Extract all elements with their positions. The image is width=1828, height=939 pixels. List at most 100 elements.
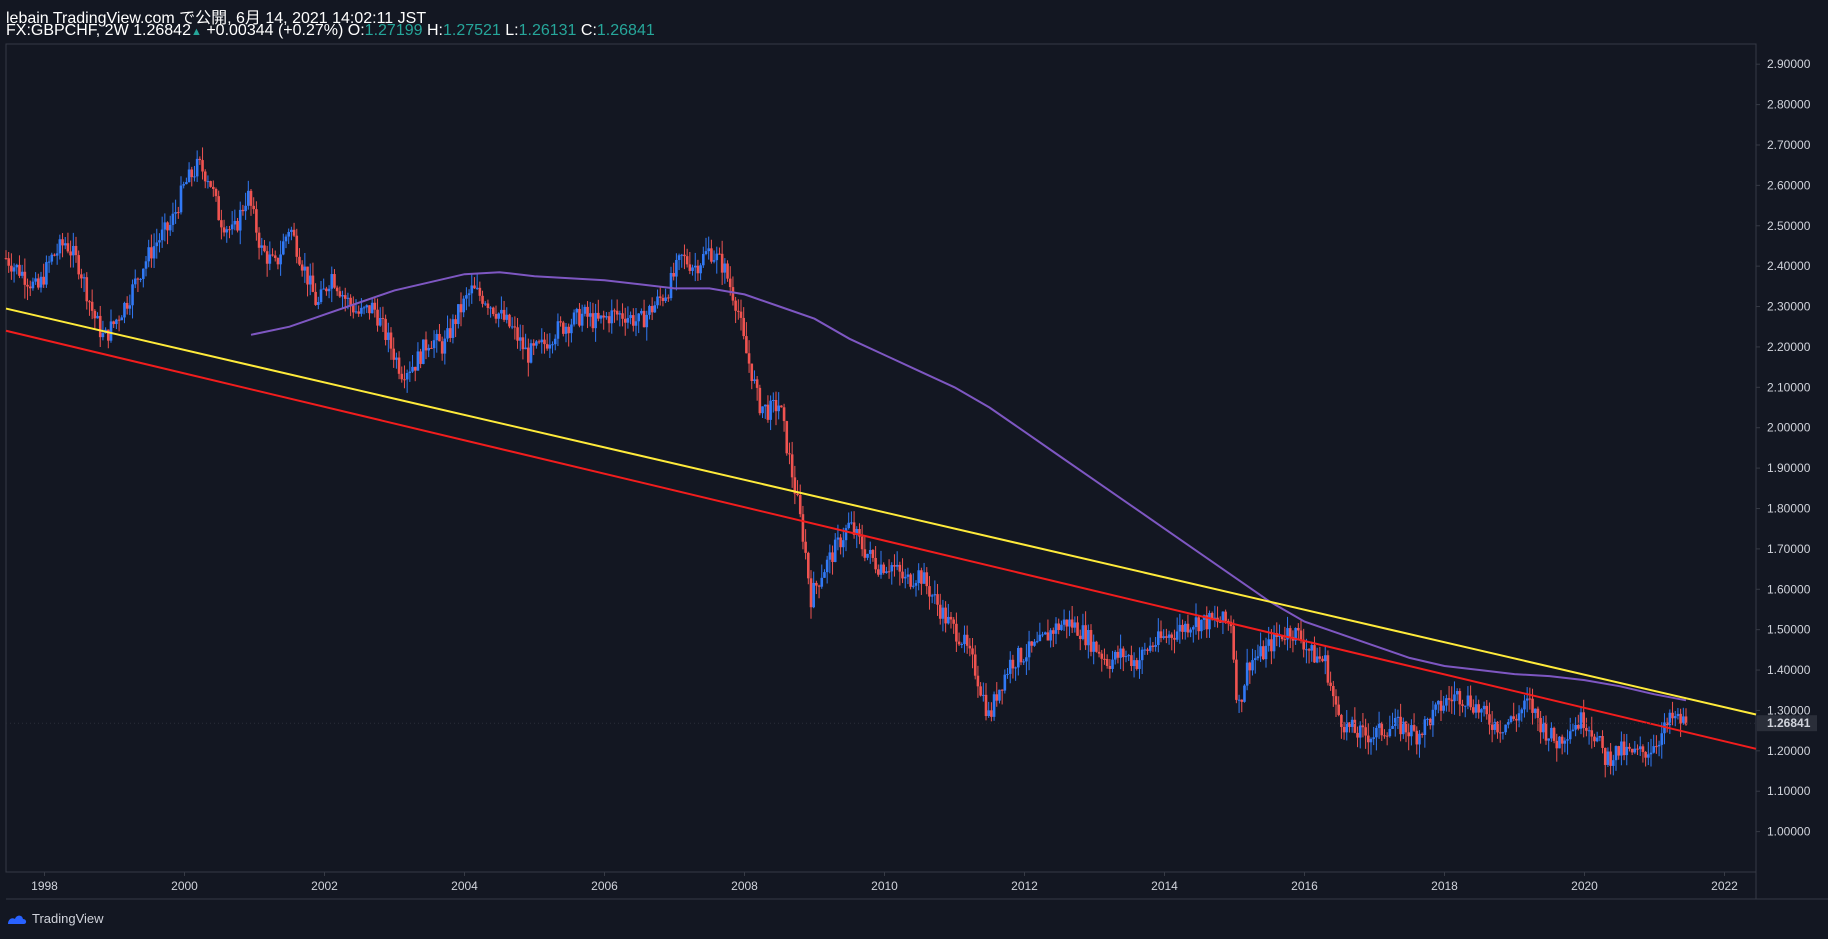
candle-body: [559, 321, 562, 323]
candle-body: [895, 564, 899, 567]
candle-body: [774, 399, 778, 412]
candle-body: [1649, 752, 1653, 755]
candle-body: [489, 307, 492, 309]
price-tick-label: 1.30000: [1767, 703, 1811, 717]
candle-body: [933, 594, 937, 596]
candle-body: [77, 255, 80, 275]
candle-body: [370, 302, 374, 314]
candle-body: [373, 302, 377, 310]
candle-body: [1612, 760, 1615, 766]
candle-body: [1533, 708, 1537, 713]
candle-body: [1668, 712, 1672, 726]
candle-body: [1326, 655, 1330, 683]
candle-body: [90, 301, 94, 311]
candle-body: [1205, 615, 1209, 630]
candle-body: [866, 553, 869, 558]
candle-body: [1017, 648, 1020, 668]
candle-body: [1342, 726, 1346, 733]
candle-body: [731, 287, 735, 301]
candle-body: [812, 582, 815, 608]
candle-body: [1022, 661, 1025, 663]
candle-body: [1033, 641, 1036, 646]
candle-body: [648, 306, 651, 315]
candle-body: [260, 245, 264, 248]
candle-body: [580, 313, 584, 326]
price-tick-label: 1.90000: [1767, 461, 1811, 475]
candle-body: [252, 205, 255, 210]
candle-body: [1146, 649, 1149, 651]
candle-body: [45, 262, 48, 285]
candle-body: [1358, 725, 1362, 738]
candle-body: [389, 332, 393, 349]
candle-body: [1157, 631, 1160, 646]
candle-body: [1601, 735, 1604, 748]
time-axis[interactable]: 1998 2000 2002 2004 2006 2008 2010 2012 2014 2016…: [31, 872, 1738, 893]
price-tick-label: 2.90000: [1767, 57, 1811, 71]
candle-body: [1442, 705, 1445, 711]
candle-body: [505, 314, 509, 320]
candle-body: [1482, 705, 1486, 710]
candle-body: [400, 373, 404, 380]
candle-body: [1148, 645, 1152, 651]
symbol-label[interactable]: FX:GBPCHF, 2W: [6, 22, 129, 39]
time-tick-label: 2002: [311, 879, 338, 893]
candle-body: [634, 321, 638, 326]
candle-body: [632, 315, 635, 326]
candle-body: [187, 169, 191, 183]
candle-body: [745, 336, 748, 354]
candle-body: [1340, 714, 1343, 727]
candle-body: [1138, 660, 1141, 669]
candle-body: [465, 295, 468, 299]
candle-body: [228, 229, 231, 231]
candle-body: [1372, 737, 1375, 739]
candle-body: [1504, 724, 1507, 733]
candle-body: [93, 310, 97, 319]
candle-body: [26, 284, 29, 287]
candle-body: [1652, 746, 1655, 753]
candle-body: [368, 305, 371, 314]
candle-body: [292, 229, 296, 236]
candle-body: [1027, 641, 1031, 658]
candle-body: [1453, 694, 1456, 702]
candle-body: [788, 453, 791, 455]
red-trendline: [5, 329, 1757, 750]
candle-body: [1192, 627, 1195, 630]
candle-body: [769, 400, 772, 420]
candle-body: [1237, 699, 1241, 701]
candle-body: [796, 493, 799, 496]
candle-body: [1173, 637, 1176, 640]
price-tick-label: 2.20000: [1767, 340, 1811, 354]
candle-body: [995, 694, 999, 701]
candle-body: [965, 634, 969, 646]
candle-body: [1332, 686, 1335, 697]
candle-body: [182, 184, 185, 186]
candle-body: [801, 514, 805, 542]
candle-body: [1210, 613, 1214, 619]
candle-body: [128, 305, 132, 309]
candle-body: [650, 306, 654, 313]
time-tick-label: 2014: [1151, 879, 1178, 893]
candle-body: [1183, 623, 1187, 632]
candle-body: [1194, 617, 1198, 628]
candle-body: [276, 257, 280, 265]
candle-body: [780, 405, 783, 408]
candle-body: [1574, 724, 1577, 730]
candle-body: [295, 235, 299, 257]
candle-body: [1590, 730, 1594, 737]
candle-body: [249, 190, 253, 206]
candle-body: [1364, 727, 1367, 736]
candle-body: [1463, 705, 1467, 707]
price-axis[interactable]: 1.00000 1.10000 1.20000 1.30000 1.40000 1.500…: [1756, 57, 1817, 839]
candle-body: [1560, 736, 1564, 744]
candle-body: [365, 305, 369, 308]
candle-body: [1520, 709, 1524, 714]
candle-body: [858, 528, 861, 537]
price-tick-label: 1.20000: [1767, 744, 1811, 758]
candle-body: [177, 212, 180, 214]
footer-branding[interactable]: TradingView: [6, 911, 104, 926]
time-tick-label: 2010: [871, 879, 898, 893]
candle-body: [766, 404, 770, 420]
candle-body: [1361, 725, 1365, 728]
price-tick-label: 1.70000: [1767, 542, 1811, 556]
